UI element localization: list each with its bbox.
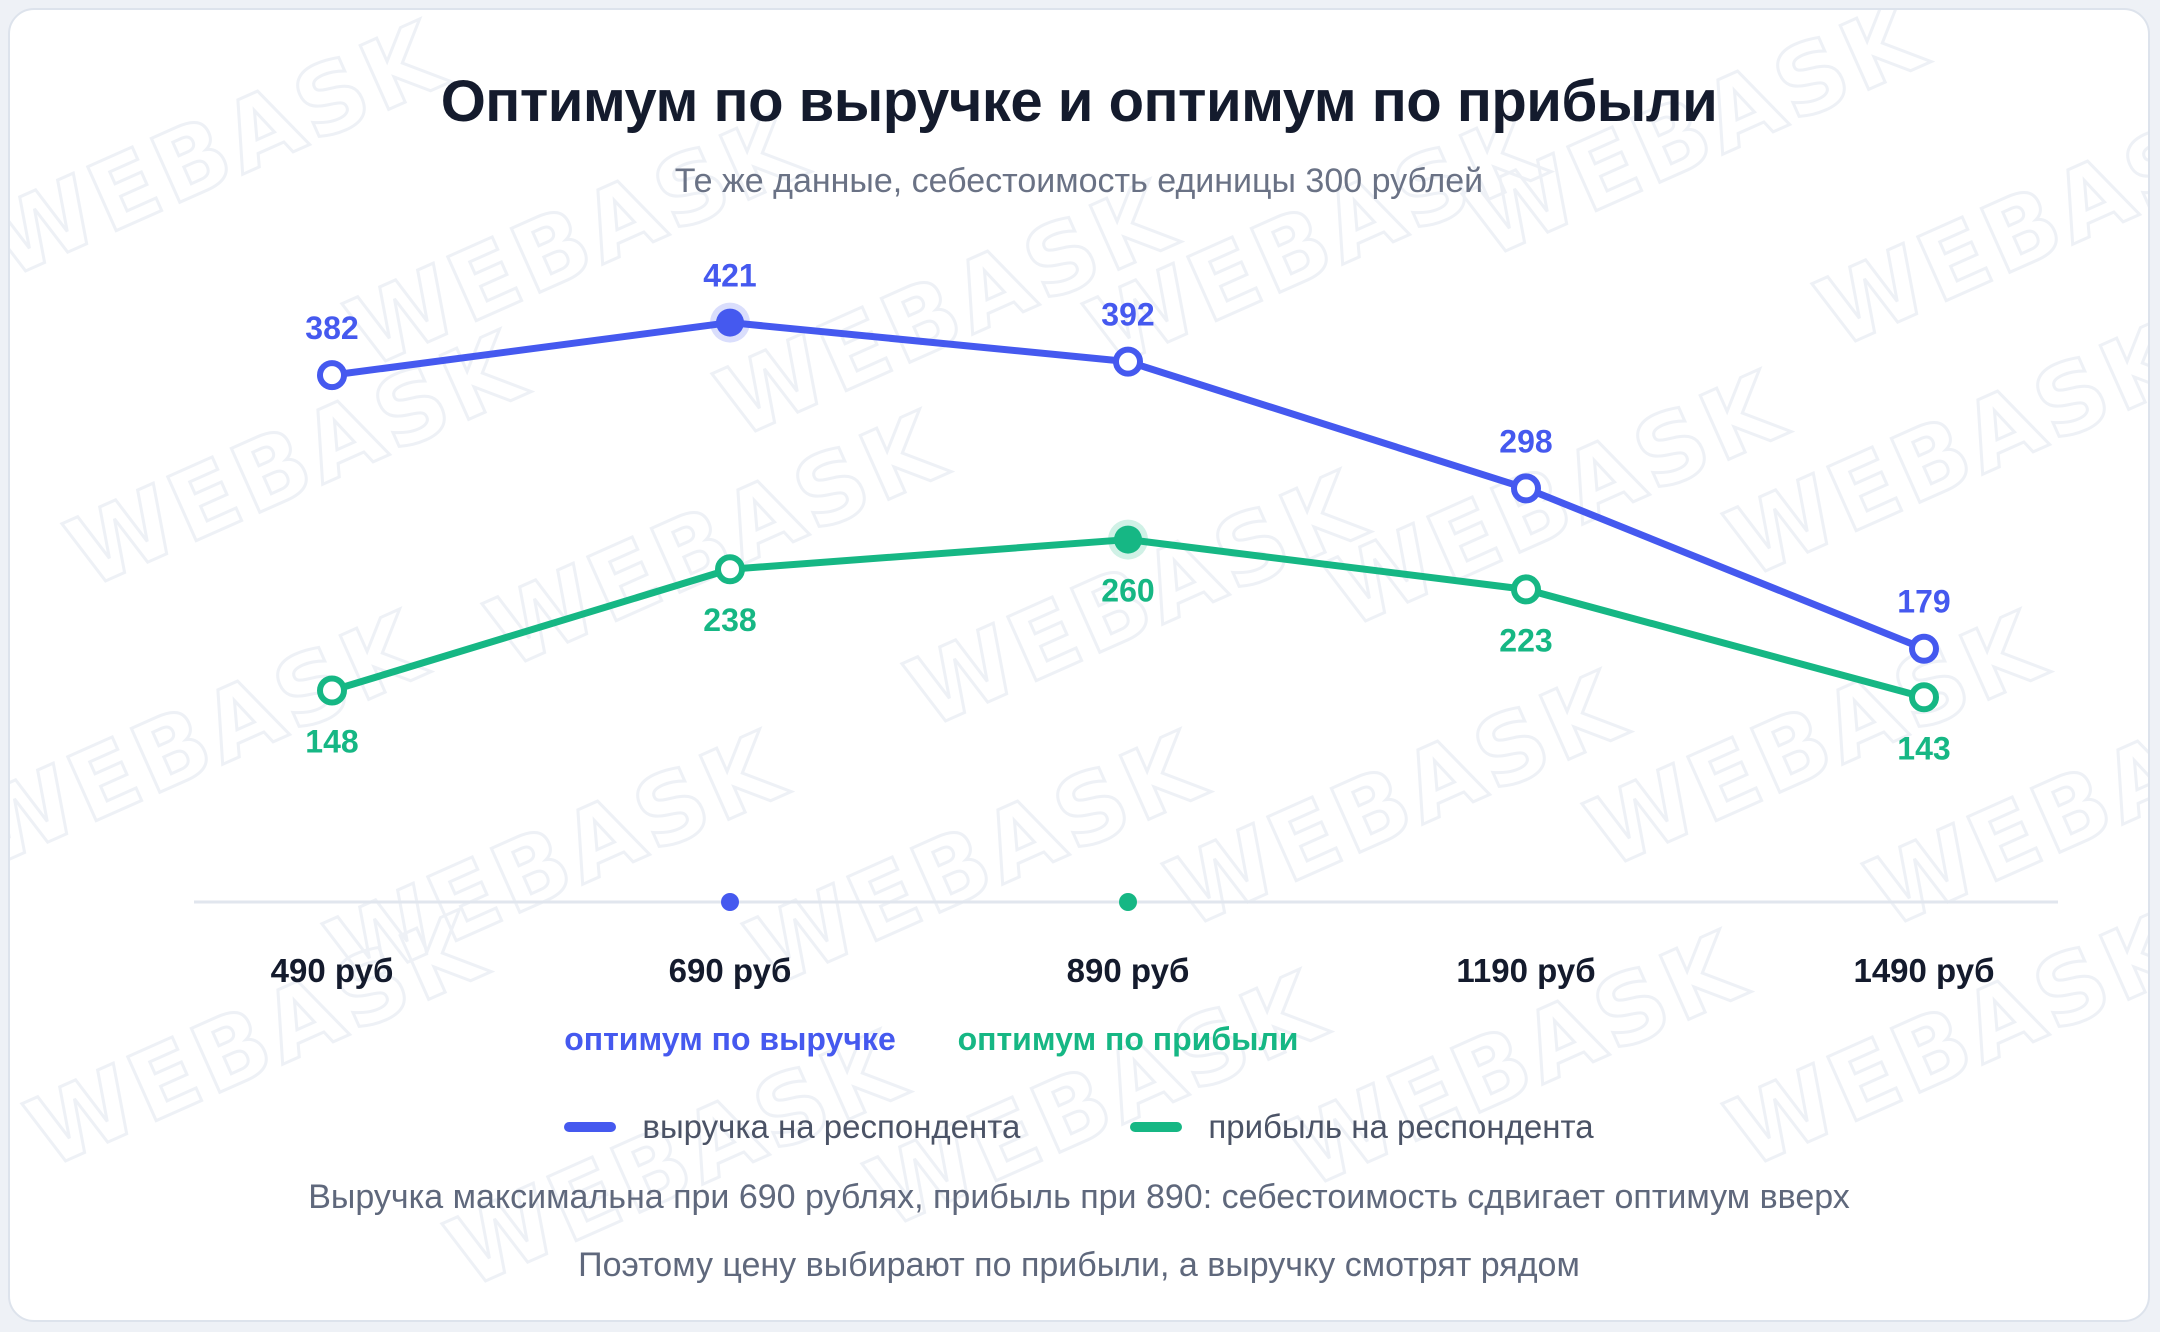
data-label: 238 — [703, 602, 756, 638]
data-point — [1511, 473, 1541, 504]
data-label: 392 — [1101, 297, 1154, 333]
x-tick-label: 1490 руб — [1853, 952, 1994, 989]
data-label: 382 — [305, 310, 358, 346]
optimum-axis-marker — [1119, 893, 1137, 911]
data-point — [715, 554, 745, 585]
legend-item-revenue: выручка на респондента — [564, 1108, 1020, 1146]
series-line-1 — [328, 536, 1928, 701]
chart-card: WEBASK WEBASK WEBASK WEBASK WEBASK WEBASK WEBA… — [8, 8, 2150, 1322]
line-chart: 490 руб 690 руб 890 руб 1190 руб 1490 руб 382… — [194, 258, 2058, 1057]
optimum-axis-marker — [721, 893, 739, 911]
x-tick-label: 890 руб — [1067, 952, 1190, 989]
data-label: 179 — [1897, 584, 1950, 620]
legend-label-revenue: выручка на респондента — [642, 1108, 1021, 1145]
chart-title: Оптимум по выручке и оптимум по прибыли — [440, 69, 1718, 134]
data-point-optimum — [716, 308, 744, 337]
footnote-secondary: Поэтому цену выбирают по прибыли, а выру… — [578, 1246, 1580, 1284]
data-label: 143 — [1897, 730, 1950, 766]
data-point — [1113, 346, 1143, 377]
data-label: 421 — [703, 258, 756, 294]
data-point — [1511, 574, 1541, 605]
legend: выручка на респондента прибыль на респон… — [10, 1108, 2148, 1146]
optimum-caption: оптимум по выручке — [564, 1021, 895, 1057]
legend-swatch-revenue — [564, 1122, 617, 1132]
legend-swatch-profit — [1130, 1122, 1183, 1132]
watermark-layer: WEBASKWEBASKWEBASKWEBASKWEBASKWEBASKWEBA… — [10, 10, 2148, 1311]
data-label: 148 — [305, 724, 358, 760]
data-label: 260 — [1101, 573, 1154, 609]
legend-label-profit: прибыль на респондента — [1208, 1108, 1594, 1145]
data-point — [317, 360, 347, 391]
data-point — [317, 675, 347, 706]
x-tick-label: 490 руб — [271, 952, 394, 989]
data-point-optimum — [1114, 525, 1142, 554]
data-point — [1909, 633, 1939, 664]
chart-subtitle: Те же данные, себестоимость единицы 300 … — [674, 162, 1484, 200]
data-label: 223 — [1499, 622, 1552, 658]
optimum-caption: оптимум по прибыли — [958, 1021, 1299, 1057]
x-tick-label: 1190 руб — [1456, 952, 1595, 989]
data-label: 298 — [1499, 423, 1552, 459]
x-tick-label: 690 руб — [669, 952, 792, 989]
legend-item-profit: прибыль на респондента — [1130, 1108, 1594, 1146]
data-point — [1909, 682, 1939, 713]
footnote-primary: Выручка максимальна при 690 рублях, приб… — [308, 1178, 1850, 1216]
